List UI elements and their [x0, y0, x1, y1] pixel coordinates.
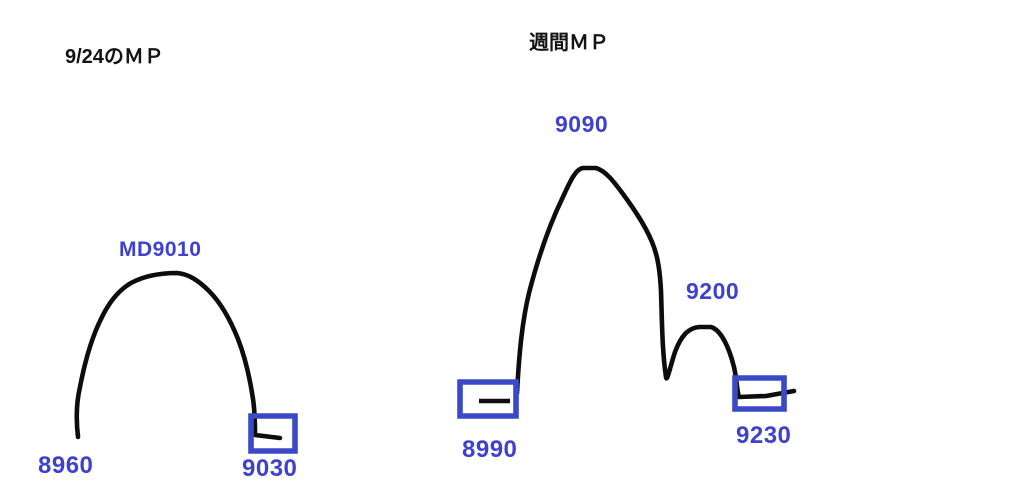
right-open-label: 8990 — [462, 436, 518, 463]
right-secondary-peak-label: 9200 — [686, 278, 740, 304]
right-chart-title: 週間ＭＰ — [529, 32, 609, 54]
left-end-label: 9030 — [242, 455, 298, 482]
left-end-highlight-box — [248, 413, 298, 454]
right-end-highlight-box — [732, 375, 787, 412]
right-peak-label: 9090 — [555, 111, 609, 137]
right-profile-curve — [514, 165, 797, 400]
right-open-highlight-box — [457, 379, 519, 419]
left-chart-title: 9/24のＭＰ — [65, 46, 164, 68]
left-peak-label: MD9010 — [119, 238, 202, 261]
right-end-label: 9230 — [736, 422, 792, 449]
left-profile-curve — [74, 270, 283, 441]
left-start-label: 8960 — [38, 452, 94, 479]
